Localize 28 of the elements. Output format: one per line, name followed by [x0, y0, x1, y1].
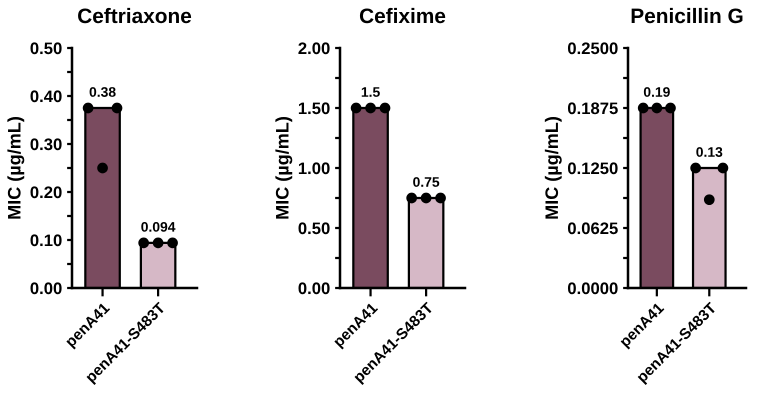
- y-tick-label: 0.20: [30, 186, 62, 198]
- y-tick-label: 0.10: [30, 234, 62, 246]
- y-axis-title: MIC (µg/mL): [275, 117, 292, 219]
- y-tick-label: 0.00: [30, 282, 62, 294]
- chart-title: Cefixime: [360, 8, 446, 24]
- data-label: 0.094: [141, 222, 176, 232]
- y-tick-label: 2.00: [298, 42, 330, 54]
- y-tick-label: 0.1250: [568, 162, 618, 174]
- chart-title: Ceftriaxone: [78, 8, 192, 24]
- data-label: 1.5: [362, 87, 380, 97]
- chart-title: Penicillin G: [632, 8, 742, 24]
- y-tick-label: 0.1875: [568, 102, 618, 114]
- y-tick-label: 0.50: [30, 42, 62, 54]
- y-tick-label: 0.40: [30, 90, 62, 102]
- y-tick-label: 1.50: [298, 102, 330, 114]
- data-label: 0.19: [644, 87, 670, 97]
- y-tick-label: 0.30: [30, 138, 62, 150]
- y-axis-title: MIC (µg/mL): [544, 117, 562, 219]
- data-label: 0.38: [90, 87, 116, 97]
- y-tick-label: 0.50: [298, 222, 330, 234]
- y-tick-label: 1.00: [298, 162, 330, 174]
- y-tick-label: 0.2500: [568, 42, 618, 54]
- data-label: 0.75: [413, 177, 440, 187]
- y-axis-title: MIC (µg/mL): [7, 117, 24, 219]
- y-tick-label: 0.00: [298, 282, 330, 294]
- y-tick-label: 0.0000: [568, 282, 618, 294]
- data-label: 0.13: [696, 147, 722, 157]
- y-tick-label: 0.0625: [568, 222, 618, 234]
